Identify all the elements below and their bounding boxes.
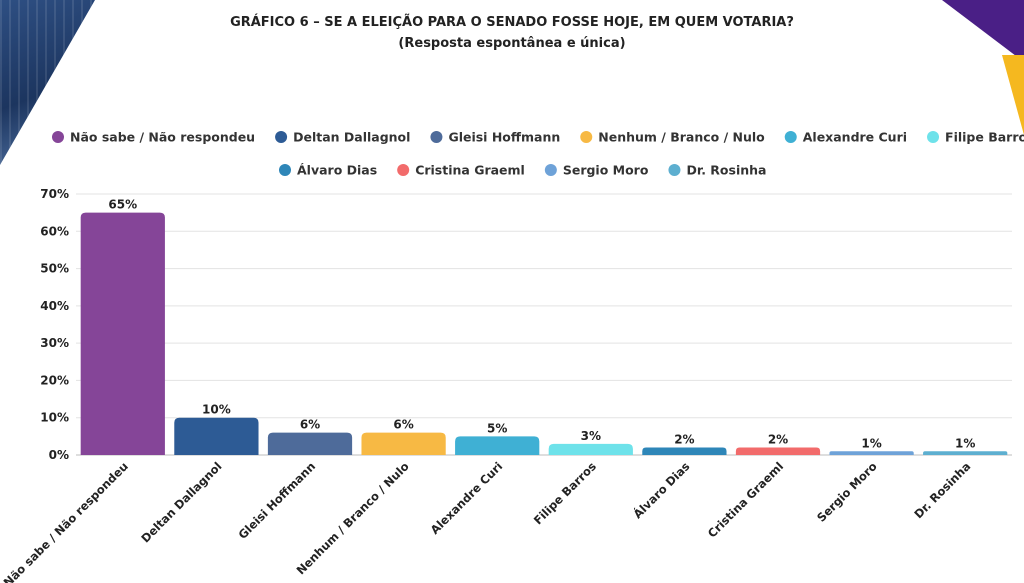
y-tick-label: 40% xyxy=(40,299,69,313)
legend-marker xyxy=(397,164,410,176)
chart-title: GRÁFICO 6 – SE A ELEIÇÃO PARA O SENADO F… xyxy=(230,15,794,30)
data-label: 6% xyxy=(393,418,413,432)
legend-item: Nenhum / Branco / Nulo xyxy=(580,130,765,145)
data-label: 65% xyxy=(108,198,137,212)
y-axis: 0% 10% 20% 30% 40% 50% 60% 70% xyxy=(40,187,69,462)
legend: Não sabe / Não respondeu Deltan Dallagnol… xyxy=(52,130,1024,178)
legend-item: Álvaro Dias xyxy=(279,163,377,178)
legend-label: Cristina Graeml xyxy=(415,163,525,178)
legend-label: Deltan Dallagnol xyxy=(293,130,410,145)
y-tick-label: 20% xyxy=(40,373,69,387)
legend-label: Sergio Moro xyxy=(563,163,649,178)
legend-item: Deltan Dallagnol xyxy=(275,130,410,145)
x-tick-label: Não sabe / Não respondeu xyxy=(1,459,131,583)
legend-label: Álvaro Dias xyxy=(297,163,377,178)
bars: 65% 10% 6% 6% 5% 3% 2% 2% 1% 1% xyxy=(80,198,1008,455)
bar xyxy=(548,443,633,455)
legend-marker xyxy=(927,131,940,143)
bar xyxy=(361,432,446,455)
legend-marker xyxy=(668,164,681,176)
legend-label: Alexandre Curi xyxy=(803,130,907,145)
data-label: 1% xyxy=(861,436,881,450)
bar xyxy=(923,451,1008,455)
legend-marker xyxy=(580,131,593,143)
y-tick-label: 0% xyxy=(49,448,69,462)
legend-marker xyxy=(275,131,288,143)
bar xyxy=(267,432,353,455)
legend-marker xyxy=(430,131,443,143)
x-tick-label: Cristina Graeml xyxy=(705,459,786,540)
data-label: 3% xyxy=(581,429,601,443)
legend-item: Gleisi Hoffmann xyxy=(430,130,560,145)
x-tick-label: Sergio Moro xyxy=(814,459,880,525)
x-tick-label: Alexandre Curi xyxy=(428,459,506,537)
legend-label: Dr. Rosinha xyxy=(686,163,766,178)
x-tick-label: Álvaro Dias xyxy=(630,458,693,521)
legend-marker xyxy=(52,131,64,143)
data-label: 10% xyxy=(202,403,231,417)
y-tick-label: 60% xyxy=(40,224,69,238)
legend-item: Sergio Moro xyxy=(544,163,649,178)
data-label: 5% xyxy=(487,421,507,435)
bar xyxy=(455,436,540,455)
x-tick-label: Dr. Rosinha xyxy=(911,459,973,521)
x-tick-label: Nenhum / Branco / Nulo xyxy=(294,459,412,577)
x-tick-label: Filipe Barros xyxy=(531,459,599,527)
data-label: 1% xyxy=(955,436,975,450)
legend-item: Alexandre Curi xyxy=(784,130,907,145)
data-label: 2% xyxy=(768,433,788,447)
x-axis: Não sabe / Não respondeu Deltan Dallagnol… xyxy=(1,458,974,583)
y-tick-label: 70% xyxy=(40,187,69,201)
legend-label: Gleisi Hoffmann xyxy=(448,130,560,145)
legend-marker xyxy=(544,164,557,176)
legend-marker xyxy=(279,164,291,176)
legend-item: Cristina Graeml xyxy=(397,163,525,178)
data-label: 6% xyxy=(300,418,320,432)
chart-subtitle: (Resposta espontânea e única) xyxy=(398,36,626,51)
bar xyxy=(174,417,259,455)
legend-item: Dr. Rosinha xyxy=(668,163,766,178)
legend-item: Filipe Barros xyxy=(927,130,1024,145)
data-label: 2% xyxy=(674,433,694,447)
x-tick-label: Deltan Dallagnol xyxy=(138,459,224,545)
y-tick-label: 50% xyxy=(40,262,69,276)
y-tick-label: 10% xyxy=(40,411,69,425)
x-tick-label: Gleisi Hoffmann xyxy=(235,459,318,542)
legend-item: Não sabe / Não respondeu xyxy=(52,130,255,145)
legend-label: Filipe Barros xyxy=(945,130,1024,145)
legend-label: Não sabe / Não respondeu xyxy=(70,130,255,145)
legend-label: Nenhum / Branco / Nulo xyxy=(598,130,765,145)
y-tick-label: 30% xyxy=(40,336,69,350)
legend-marker xyxy=(784,131,797,143)
bar xyxy=(642,447,727,455)
bar xyxy=(80,212,165,455)
bar xyxy=(829,451,914,455)
bar xyxy=(735,447,821,455)
